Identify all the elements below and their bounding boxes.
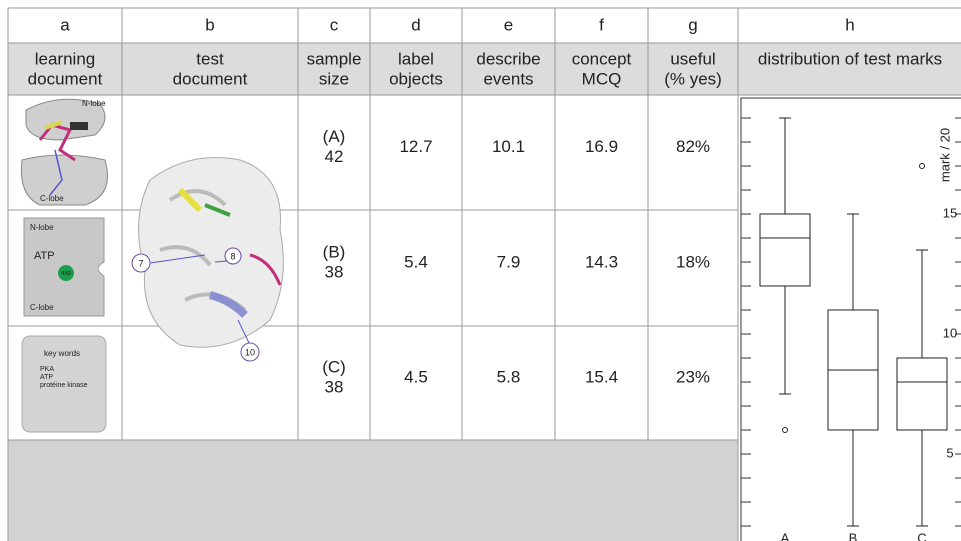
image-label: protéine kinase bbox=[40, 382, 88, 389]
column-header: MCQ bbox=[582, 69, 622, 88]
cell-value: 82% bbox=[676, 137, 710, 156]
learning-image-2: N-lobe ATP asp C-lobe bbox=[23, 217, 105, 317]
sample-size: 42 bbox=[325, 147, 344, 166]
image-label: N-lobe bbox=[30, 223, 54, 232]
cell-value: 5.4 bbox=[404, 252, 428, 271]
sample-size: 38 bbox=[325, 377, 344, 396]
image-label: 10 bbox=[245, 347, 255, 357]
image-label: ATP bbox=[40, 374, 53, 381]
image-label: PKA bbox=[40, 366, 54, 373]
column-header: describe bbox=[476, 49, 540, 68]
image-label: ATP bbox=[34, 250, 55, 262]
outlier bbox=[782, 427, 788, 433]
cell-value: 23% bbox=[676, 367, 710, 386]
y-tick-label: 10 bbox=[943, 325, 957, 340]
column-letter: e bbox=[504, 15, 513, 34]
cell-value: 16.9 bbox=[585, 137, 618, 156]
column-header: (% yes) bbox=[664, 69, 722, 88]
learning-image-1: N-lobe C-lobe bbox=[20, 98, 108, 206]
column-header: document bbox=[28, 69, 103, 88]
test-image: 7 8 10 bbox=[131, 157, 284, 362]
table-grid bbox=[7, 7, 961, 541]
column-header: events bbox=[483, 69, 533, 88]
column-letter: d bbox=[411, 15, 420, 34]
cell-value: 10.1 bbox=[492, 137, 525, 156]
column-header: objects bbox=[389, 69, 443, 88]
column-header: label bbox=[398, 49, 434, 68]
cell-value: 4.5 bbox=[404, 367, 428, 386]
cell-value: 7.9 bbox=[497, 252, 521, 271]
group-label: (A) bbox=[323, 127, 346, 146]
column-header: distribution of test marks bbox=[758, 49, 942, 68]
outlier bbox=[919, 163, 925, 169]
column-letter: a bbox=[60, 15, 70, 34]
y-tick-label: 15 bbox=[943, 205, 957, 220]
column-header: useful bbox=[670, 49, 715, 68]
column-header: sample bbox=[307, 49, 362, 68]
box bbox=[759, 213, 811, 287]
sample-size: 38 bbox=[325, 262, 344, 281]
image-label: 7 bbox=[138, 258, 143, 268]
content: alearningdocumentbtestdocumentcsamplesiz… bbox=[28, 15, 961, 541]
column-header: learning bbox=[35, 49, 96, 68]
column-header: size bbox=[319, 69, 349, 88]
image-label: key words bbox=[44, 349, 80, 358]
group-label: (B) bbox=[323, 242, 346, 261]
image-label: 8 bbox=[230, 251, 235, 261]
y-axis-title: mark / 20 bbox=[937, 128, 952, 182]
learning-image-3: key words PKA ATP protéine kinase bbox=[21, 335, 107, 433]
header-band bbox=[8, 43, 961, 95]
column-header: concept bbox=[572, 49, 632, 68]
column-header: document bbox=[173, 69, 248, 88]
image-label: asp bbox=[61, 271, 71, 277]
image-label: N-lobe bbox=[82, 99, 106, 108]
column-letter: f bbox=[599, 15, 604, 34]
column-letter: c bbox=[330, 15, 339, 34]
cell-value: 14.3 bbox=[585, 252, 618, 271]
cell-value: 12.7 bbox=[399, 137, 432, 156]
cell-value: 18% bbox=[676, 252, 710, 271]
image-label: C-lobe bbox=[40, 194, 64, 203]
column-letter: b bbox=[205, 15, 214, 34]
box bbox=[896, 357, 948, 431]
x-tick-label: B bbox=[849, 530, 858, 541]
footer-band bbox=[8, 440, 738, 541]
column-letter: g bbox=[688, 15, 697, 34]
cell-value: 15.4 bbox=[585, 367, 618, 386]
x-tick-label: A bbox=[781, 530, 790, 541]
y-tick-label: 5 bbox=[946, 445, 953, 460]
column-letter: h bbox=[845, 15, 854, 34]
column-header: test bbox=[196, 49, 224, 68]
image-label: C-lobe bbox=[30, 303, 54, 312]
group-label: (C) bbox=[322, 357, 346, 376]
x-tick-label: C bbox=[917, 530, 926, 541]
cell-value: 5.8 bbox=[497, 367, 521, 386]
